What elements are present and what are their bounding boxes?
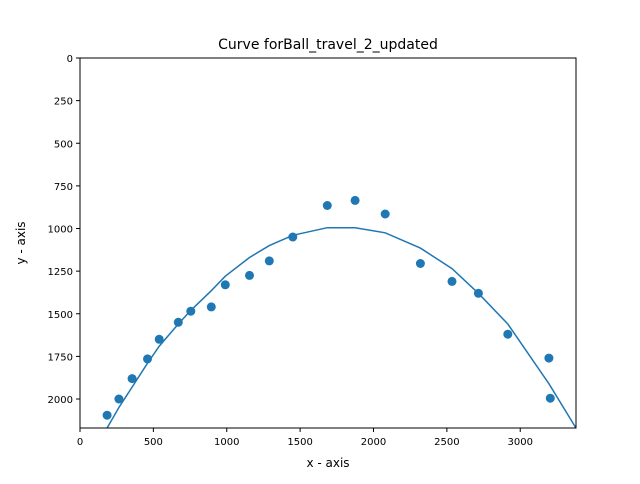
x-tick-label: 3000 [508,437,533,448]
data-point [380,209,390,219]
data-point [447,276,457,286]
data-point [220,280,230,290]
y-tick-label: 750 [54,182,73,193]
data-point [264,256,274,266]
plot-area [102,195,576,428]
y-tick-label: 1750 [48,352,73,363]
data-point [206,302,216,312]
data-point [545,393,555,403]
data-point [154,334,164,344]
y-tick-label: 2000 [48,395,73,406]
y-tick-label: 1000 [48,225,73,236]
data-point [350,195,360,205]
data-point [102,410,112,420]
chart-title: Curve forBall_travel_2_updated [218,37,438,53]
x-tick-label: 2000 [361,437,386,448]
data-point [245,270,254,280]
x-tick-label: 500 [144,437,163,448]
axes-frame [79,57,577,429]
y-tick-label: 1250 [48,267,73,278]
x-axis-label: x - axis [306,456,349,470]
data-point [544,353,554,363]
data-point [186,306,196,316]
y-tick-label: 0 [67,54,73,65]
data-point [173,317,183,327]
x-tick-label: 1000 [214,437,239,448]
data-point [503,329,513,339]
data-point [143,354,152,364]
axis-ticks: 0 500 1000 1500 2000 2500 3000 0 250 500 750 1000 12… [48,54,533,448]
data-point [415,259,425,268]
y-tick-label: 1500 [48,310,73,321]
data-point [322,201,332,210]
x-tick-label: 1500 [287,437,312,448]
data-point [127,374,137,384]
data-point [114,394,124,404]
data-point [288,232,298,242]
x-tick-label: 0 [77,437,83,448]
data-point [473,288,483,298]
y-axis-label: y - axis [14,221,28,264]
x-tick-label: 2500 [434,437,459,448]
y-tick-label: 500 [54,139,73,150]
y-tick-label: 250 [54,97,73,108]
